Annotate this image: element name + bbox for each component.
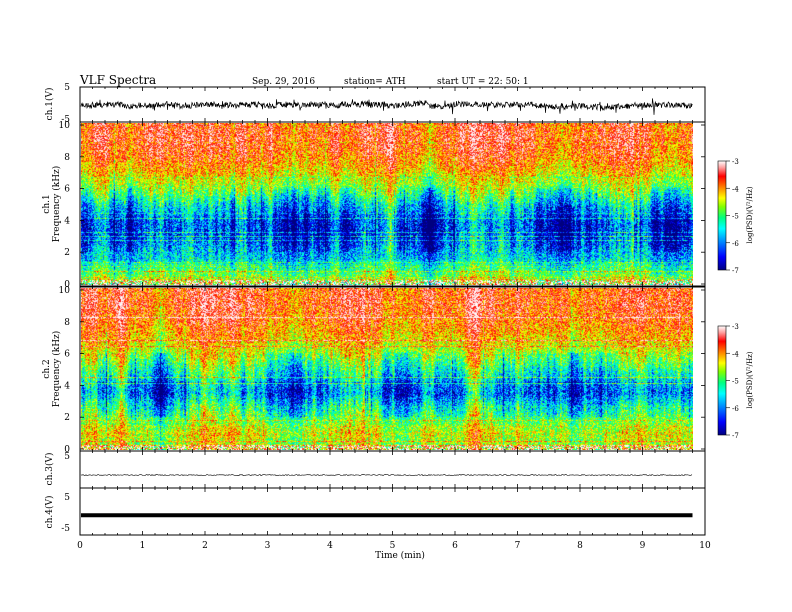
x-tick-label: 2 <box>202 541 208 551</box>
ch3-waveform-ylabel: ch.3(V) <box>44 453 55 486</box>
y-tick-label: 8 <box>64 318 70 328</box>
y-tick-label: 10 <box>59 286 71 296</box>
colorbar-1 <box>717 160 727 271</box>
y-tick-label: 10 <box>59 121 71 131</box>
start-time-label: start UT = 22: 50: 1 <box>437 77 529 87</box>
x-tick-label: 3 <box>265 541 271 551</box>
panel-ch4-waveform-frame <box>79 487 706 536</box>
colorbar-tick-label: -3 <box>732 323 739 331</box>
y-tick-label: 0 <box>64 445 70 455</box>
ch1-spec-ylabel: Frequency (kHz) <box>51 166 62 243</box>
x-tick-label: 5 <box>390 541 396 551</box>
x-tick-label: 4 <box>327 541 333 551</box>
ch1-ytick-bottom: -5 <box>61 115 70 125</box>
ch2-spectrogram-image <box>81 288 693 450</box>
ch3-ytick-top: 5 <box>64 452 70 462</box>
x-tick-label: 7 <box>515 541 521 551</box>
ch2-spectrogram-yticks: 0 2 4 6 8 10 <box>59 286 705 455</box>
colorbar-tick-label: -3 <box>732 158 739 166</box>
panel-ch3-waveform-frame <box>79 450 706 489</box>
ch2-spec-ylabel-top: ch.2 <box>42 359 52 378</box>
colorbar-2 <box>717 325 727 436</box>
colorbar-tick-label: -4 <box>732 350 739 358</box>
x-tick-label: 0 <box>77 541 83 551</box>
colorbar-tick-label: -6 <box>732 405 739 413</box>
colorbar-tick-label: -6 <box>732 240 739 248</box>
x-tick-label: 8 <box>577 541 583 551</box>
x-tick-label: 9 <box>640 541 646 551</box>
x-axis-label: Time (min) <box>375 550 425 561</box>
ch4-waveform-ylabel: ch.4(V) <box>44 496 55 529</box>
y-tick-label: 8 <box>64 153 70 163</box>
ch1-waveform-trace <box>80 98 693 115</box>
colorbar-tick-label: -4 <box>732 185 739 193</box>
colorbar-tick-label: -5 <box>732 213 739 221</box>
colorbar-1-ticks: -3 -4 -5 -6 -7 <box>726 158 739 275</box>
date-label: Sep. 29, 2016 <box>252 77 315 87</box>
ch1-waveform-ylabel: ch.1(V) <box>44 88 55 121</box>
x-tick-label: 10 <box>699 541 711 551</box>
colorbar-2-label: log(PSD)(V²/Hz) <box>746 351 754 408</box>
ch3-waveform-trace <box>80 474 693 477</box>
y-tick-label: 6 <box>64 185 70 195</box>
ch4-ytick-bottom: -5 <box>61 524 70 534</box>
y-tick-label: 4 <box>64 381 70 391</box>
colorbar-1-label: log(PSD)(V²/Hz) <box>746 186 754 243</box>
figure-title: VLF Spectra <box>79 73 156 87</box>
ch1-spectrogram-yticks: 0 2 4 6 8 10 <box>59 121 705 290</box>
colorbar-tick-label: -5 <box>732 378 739 386</box>
colorbar-2-ticks: -3 -4 -5 -6 -7 <box>726 323 739 440</box>
y-tick-label: 6 <box>64 350 70 360</box>
station-label: station= ATH <box>344 77 406 87</box>
y-tick-label: 2 <box>64 413 70 423</box>
colorbar-tick-label: -7 <box>732 267 739 275</box>
ch1-spectrogram-image <box>81 123 693 285</box>
colorbar-tick-label: -7 <box>732 432 739 440</box>
x-tick-label: 6 <box>452 541 458 551</box>
ch4-ytick-top: 5 <box>64 493 70 503</box>
y-tick-label: 4 <box>64 216 70 226</box>
ch2-spec-ylabel: Frequency (kHz) <box>51 331 62 408</box>
axis-ticks <box>79 87 706 535</box>
x-tick-label: 1 <box>140 541 146 551</box>
ch1-ytick-top: 5 <box>64 83 70 93</box>
y-tick-label: 0 <box>64 280 70 290</box>
x-tick-labels: 0 1 2 3 4 5 6 7 8 9 10 <box>77 541 711 551</box>
y-tick-label: 2 <box>64 248 70 258</box>
ch1-spec-ylabel-top: ch.1 <box>42 194 52 213</box>
